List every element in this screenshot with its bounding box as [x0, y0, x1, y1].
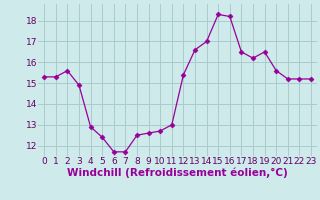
X-axis label: Windchill (Refroidissement éolien,°C): Windchill (Refroidissement éolien,°C) — [67, 168, 288, 178]
